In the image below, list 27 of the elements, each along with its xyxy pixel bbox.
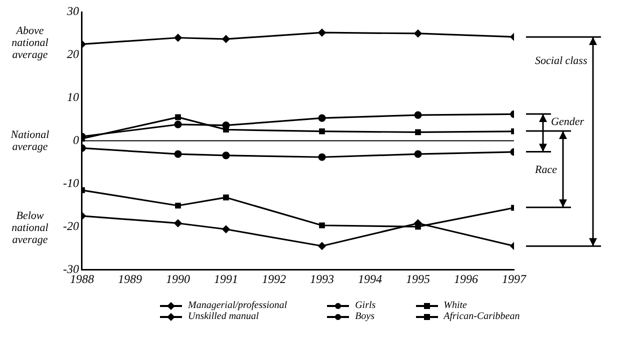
- x-tick-label: 1995: [406, 272, 430, 286]
- legend-label: White: [444, 300, 467, 311]
- legend-label: Girls: [355, 300, 376, 311]
- text: Above national average: [10, 24, 50, 61]
- text: Gender: [551, 116, 584, 128]
- x-tick-label: 1994: [358, 272, 382, 286]
- text: National average: [10, 128, 50, 153]
- x-tick-label: 1990: [166, 272, 190, 286]
- legend-label: Unskilled manual: [188, 311, 259, 322]
- y-tick-label: -10: [62, 176, 79, 190]
- text: Race: [535, 164, 557, 176]
- x-tick-label: 1997: [502, 272, 527, 286]
- text: Below national average: [10, 210, 50, 246]
- y-tick-label: -20: [62, 218, 79, 233]
- x-tick-label: 1991: [214, 272, 238, 286]
- y-tick-label: 10: [66, 90, 79, 104]
- y-tick-label: 20: [66, 47, 79, 62]
- y-tick-label: 0: [72, 132, 79, 147]
- text: Social class: [535, 54, 588, 67]
- legend-label: African-Caribbean: [444, 311, 520, 322]
- legend-label: Managerial/professional: [188, 300, 288, 311]
- x-tick-label: 1993: [310, 272, 334, 286]
- legend-label: Boys: [355, 311, 375, 322]
- y-tick-label: 30: [66, 4, 79, 18]
- x-tick-label: 1989: [118, 272, 142, 286]
- x-tick-label: 1996: [454, 272, 478, 286]
- x-tick-label: 1992: [262, 272, 286, 286]
